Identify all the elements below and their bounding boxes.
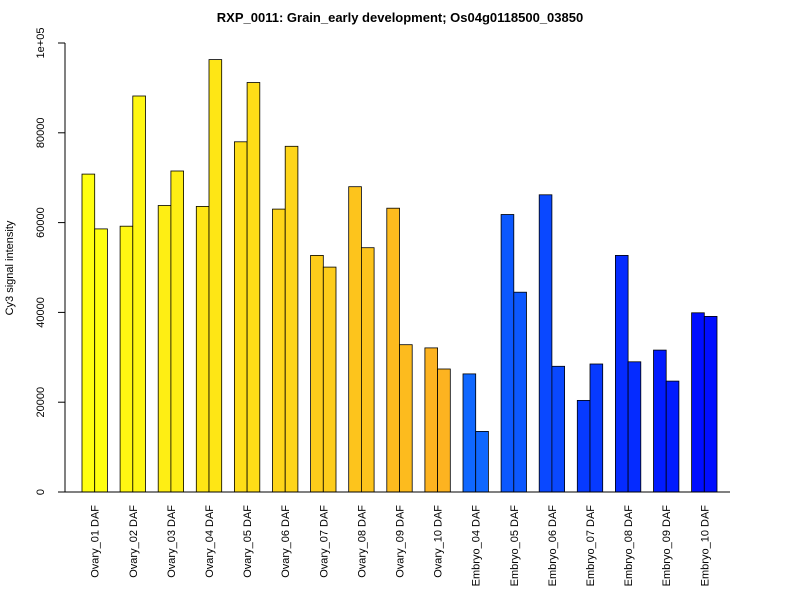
bar <box>475 430 489 493</box>
y-tick-label: 60000 <box>35 207 47 238</box>
bar <box>208 59 223 493</box>
bar <box>551 365 566 493</box>
bar <box>157 205 172 493</box>
bar <box>132 95 146 493</box>
x-tick-label: Embryo_06 DAF <box>547 505 559 587</box>
bar <box>246 82 261 493</box>
y-axis-label: Cy3 signal intensity <box>4 220 16 315</box>
bar <box>691 312 705 493</box>
x-tick-label: Ovary_09 DAF <box>395 505 407 578</box>
x-tick-label: Ovary_05 DAF <box>242 505 254 578</box>
bars-group <box>81 59 718 493</box>
bar <box>703 315 718 493</box>
bar <box>322 266 337 493</box>
x-tick-label: Ovary_01 DAF <box>90 505 102 578</box>
bar <box>119 225 134 493</box>
x-tick-label: Ovary_04 DAF <box>204 505 216 578</box>
bar <box>653 349 667 493</box>
bar <box>437 368 451 493</box>
x-tick-label: Ovary_03 DAF <box>166 505 178 578</box>
bar <box>348 186 362 493</box>
bar <box>665 380 680 493</box>
bar <box>615 254 629 493</box>
bar <box>500 214 515 493</box>
bar <box>589 363 604 493</box>
x-tick-label: Ovary_06 DAF <box>280 505 292 578</box>
bar <box>513 291 527 493</box>
bar <box>386 207 400 493</box>
y-tick-label: 1e+05 <box>35 28 47 59</box>
bar <box>399 344 413 493</box>
bar <box>538 194 553 493</box>
x-tick-label: Ovary_02 DAF <box>128 505 140 578</box>
bar <box>272 208 286 493</box>
y-tick-label: 20000 <box>35 387 47 418</box>
y-tick-label: 40000 <box>35 297 47 328</box>
bar <box>462 373 477 493</box>
bar <box>360 247 375 493</box>
chart-title: RXP_0011: Grain_early development; Os04g… <box>216 10 584 25</box>
bar <box>195 205 210 493</box>
bar <box>170 170 184 493</box>
x-tick-label: Ovary_07 DAF <box>318 505 330 578</box>
bar <box>576 399 591 493</box>
x-tick-label: Embryo_10 DAF <box>699 505 711 587</box>
bar <box>310 254 324 493</box>
bar <box>424 347 438 493</box>
y-axis: 0 20000 40000 60000 80000 1e+05 <box>35 28 66 495</box>
y-tick-label: 80000 <box>35 118 47 149</box>
bar <box>627 361 642 493</box>
bar <box>233 141 248 493</box>
x-axis: Ovary_01 DAF Ovary_02 DAF Ovary_03 DAF Ovar… <box>63 491 730 587</box>
x-tick-label: Embryo_05 DAF <box>509 505 521 587</box>
x-tick-label: Embryo_04 DAF <box>471 505 483 587</box>
x-tick-label: Embryo_08 DAF <box>623 505 635 587</box>
x-tick-label: Ovary_08 DAF <box>356 505 368 578</box>
x-tick-label: Embryo_09 DAF <box>661 505 673 587</box>
bar <box>94 228 108 493</box>
x-tick-label: Embryo_07 DAF <box>585 505 597 587</box>
x-tick-label: Ovary_10 DAF <box>433 505 445 578</box>
y-tick-label: 0 <box>35 489 47 495</box>
bar <box>81 173 96 493</box>
bar <box>284 145 299 493</box>
